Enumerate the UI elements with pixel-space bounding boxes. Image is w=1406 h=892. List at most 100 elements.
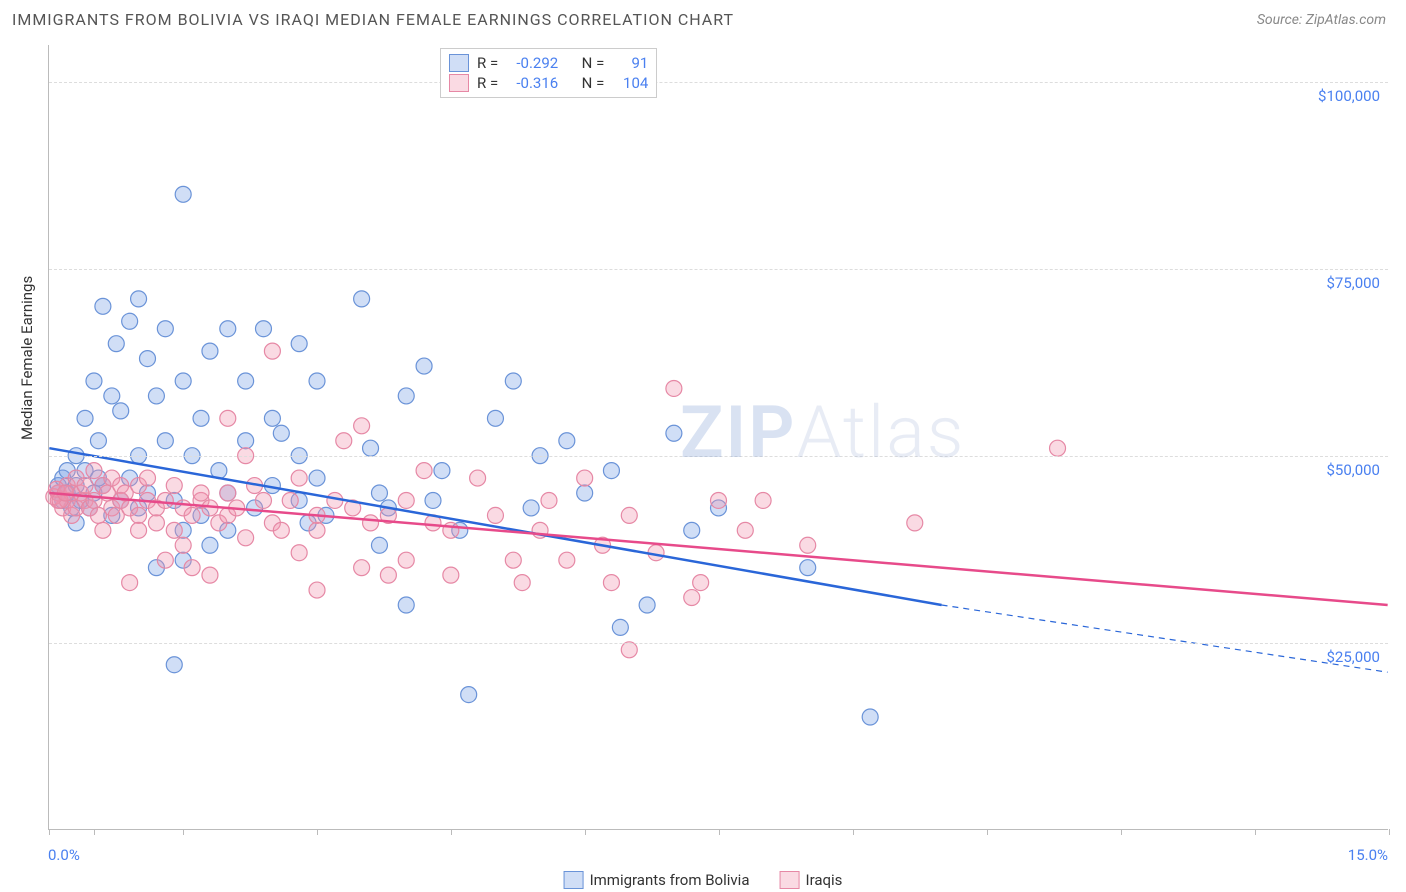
x-tick [1255,829,1256,835]
scatter-point [77,478,93,494]
scatter-point [684,590,700,606]
stat-r-label: R = [477,74,498,92]
scatter-point [175,537,191,553]
scatter-point [264,343,280,359]
stats-legend-row: R = -0.292 N = 91 [449,53,648,73]
x-tick [853,829,854,835]
scatter-point [398,552,414,568]
scatter-point [255,492,271,508]
scatter-point [148,515,164,531]
scatter-point [711,492,727,508]
scatter-point [612,619,628,635]
scatter-point [202,567,218,583]
x-tick [719,829,720,835]
scatter-point [131,291,147,307]
scatter-point [461,687,477,703]
y-tick-label: $25,000 [1326,648,1380,666]
bottom-legend-item: Iraqis [779,871,842,889]
scatter-point [122,575,138,591]
scatter-point [157,492,173,508]
x-tick [49,829,50,835]
scatter-point [621,507,637,523]
stat-r-value: -0.292 [506,54,558,72]
scatter-svg [49,45,1388,829]
x-tick [1389,829,1390,835]
x-axis-max-label: 15.0% [1348,846,1388,864]
scatter-point [148,388,164,404]
stats-legend-row: R = -0.316 N = 104 [449,73,648,93]
stat-r-label: R = [477,54,498,72]
scatter-point [131,507,147,523]
legend-swatch [564,871,584,889]
scatter-point [220,410,236,426]
scatter-point [559,552,575,568]
scatter-point [487,507,503,523]
scatter-point [309,522,325,538]
gridline-h [49,269,1388,270]
scatter-point [371,485,387,501]
x-tick [451,829,452,835]
bottom-legend: Immigrants from Bolivia Iraqis [564,871,843,889]
stat-n-value: 91 [612,54,648,72]
scatter-point [737,522,753,538]
scatter-point [202,537,218,553]
chart-title: IMMIGRANTS FROM BOLIVIA VS IRAQI MEDIAN … [12,10,734,29]
scatter-point [140,470,156,486]
scatter-point [354,291,370,307]
scatter-point [291,470,307,486]
stat-n-value: 104 [612,74,648,92]
scatter-point [603,575,619,591]
scatter-point [184,507,200,523]
scatter-point [800,537,816,553]
legend-swatch [449,54,469,72]
scatter-point [541,492,557,508]
scatter-point [157,321,173,337]
scatter-point [166,522,182,538]
trend-line-extrapolated [942,605,1388,672]
scatter-point [95,298,111,314]
chart-plot-area: $25,000$50,000$75,000$100,000 [48,45,1388,830]
scatter-point [255,321,271,337]
scatter-point [434,463,450,479]
scatter-point [113,403,129,419]
y-axis-title: Median Female Earnings [18,276,36,440]
stat-n-label: N = [582,54,605,72]
gridline-h [49,82,1388,83]
scatter-point [1050,440,1066,456]
scatter-point [309,373,325,389]
source-attribution: Source: ZipAtlas.com [1257,12,1386,28]
scatter-point [443,567,459,583]
scatter-point [166,657,182,673]
stat-n-label: N = [582,74,605,92]
scatter-point [166,478,182,494]
x-axis-min-label: 0.0% [48,846,80,864]
scatter-point [238,433,254,449]
scatter-point [639,597,655,613]
legend-swatch [779,871,799,889]
legend-label: Immigrants from Bolivia [590,871,750,889]
stat-r-value: -0.316 [506,74,558,92]
y-tick-label: $75,000 [1326,274,1380,292]
scatter-point [684,522,700,538]
scatter-point [157,433,173,449]
scatter-point [577,470,593,486]
scatter-point [104,388,120,404]
scatter-point [184,560,200,576]
scatter-point [621,642,637,658]
scatter-point [220,321,236,337]
bottom-legend-item: Immigrants from Bolivia [564,871,750,889]
scatter-point [291,336,307,352]
scatter-point [487,410,503,426]
scatter-point [264,410,280,426]
scatter-point [354,418,370,434]
scatter-point [122,313,138,329]
scatter-point [193,485,209,501]
scatter-point [505,373,521,389]
scatter-point [666,380,682,396]
scatter-point [398,492,414,508]
gridline-h [49,643,1388,644]
legend-label: Iraqis [805,871,842,889]
scatter-point [398,597,414,613]
scatter-point [505,552,521,568]
scatter-point [354,560,370,576]
